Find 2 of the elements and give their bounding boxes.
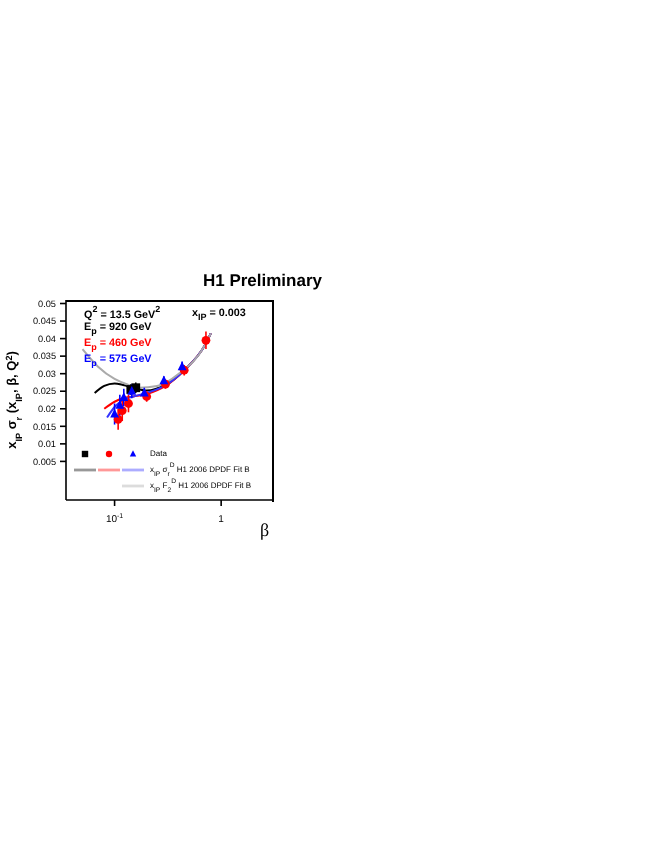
- chart-title: H1 Preliminary: [202, 270, 322, 290]
- x-axis-title: β: [260, 520, 270, 540]
